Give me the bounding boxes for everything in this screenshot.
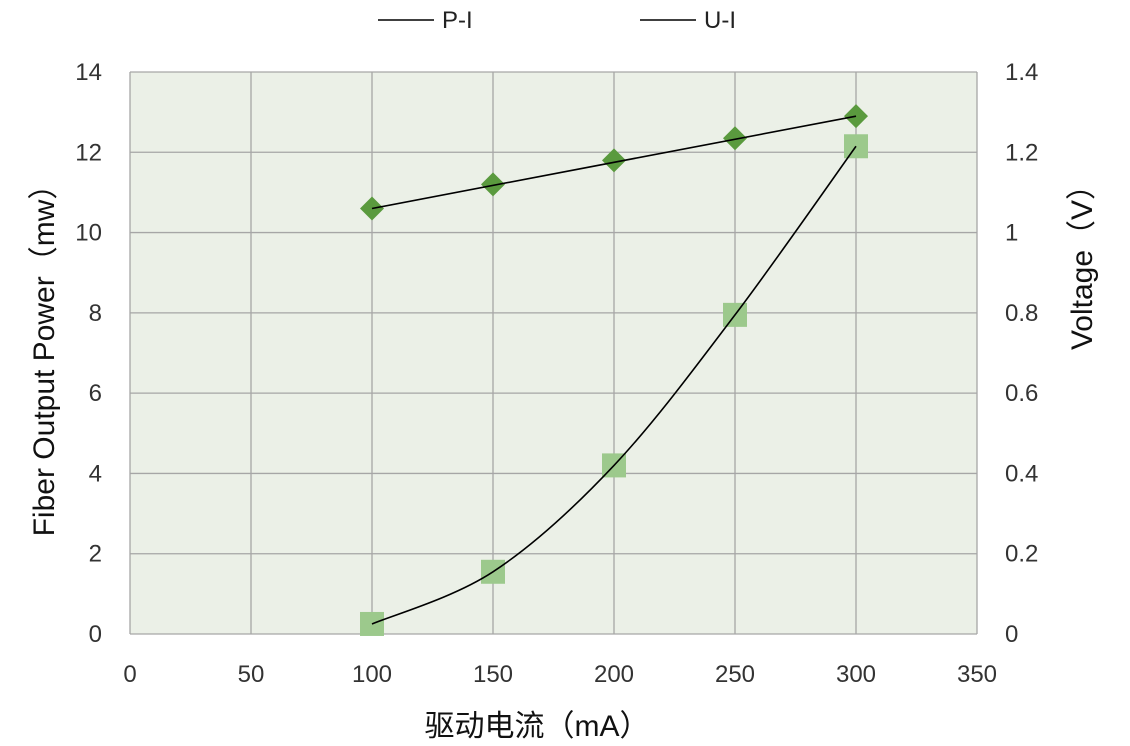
y-tick-label: 0 [89,621,102,648]
x-tick-label: 350 [957,661,997,688]
legend: P-I U-I [378,7,736,34]
legend-label-p-i: P-I [442,7,473,34]
x-tick-label: 250 [715,661,755,688]
y-tick-label: 12 [75,139,102,166]
y-tick-labels: 0 2 4 6 8 10 12 14 [75,59,102,648]
plot-background [130,72,977,634]
y2-tick-labels: 0 0.2 0.4 0.6 0.8 1 1.2 1.4 [1005,59,1038,648]
x-tick-label: 200 [594,661,634,688]
x-tick-label: 50 [238,661,265,688]
point-u-i [723,126,747,151]
y-tick-label: 4 [89,460,102,487]
y-axis-title: Fiber Output Power（mw） [28,170,61,537]
y2-tick-label: 1.4 [1005,59,1038,86]
y2-tick-label: 1.2 [1005,139,1038,166]
y2-tick-label: 0.2 [1005,541,1038,568]
y-tick-label: 2 [89,541,102,568]
grid [129,71,978,635]
x-tick-label: 100 [352,661,392,688]
y2-tick-label: 0.6 [1005,380,1038,407]
x-tick-label: 0 [123,661,136,688]
fit-lines [371,115,857,625]
point-u-i [602,148,626,173]
legend-label-u-i: U-I [704,7,736,34]
point-u-i [481,172,505,197]
x-tick-label: 300 [836,661,876,688]
x-axis-title: 驱动电流（mA） [425,710,650,743]
y2-tick-label: 0.4 [1005,460,1038,487]
y2-tick-label: 1 [1005,220,1018,247]
x-tick-labels: 0 50 100 150 200 250 300 350 [123,661,997,688]
x-tick-label: 150 [473,661,513,688]
y-tick-label: 8 [89,300,102,327]
fit-line-p-i [371,145,857,625]
y-tick-label: 14 [75,59,102,86]
y-tick-label: 6 [89,380,102,407]
y2-axis-title: Voltage（V） [1066,170,1099,350]
y2-tick-label: 0.8 [1005,300,1038,327]
y-tick-label: 10 [75,220,102,247]
y2-tick-label: 0 [1005,621,1018,648]
fit-line-u-i [371,115,857,210]
